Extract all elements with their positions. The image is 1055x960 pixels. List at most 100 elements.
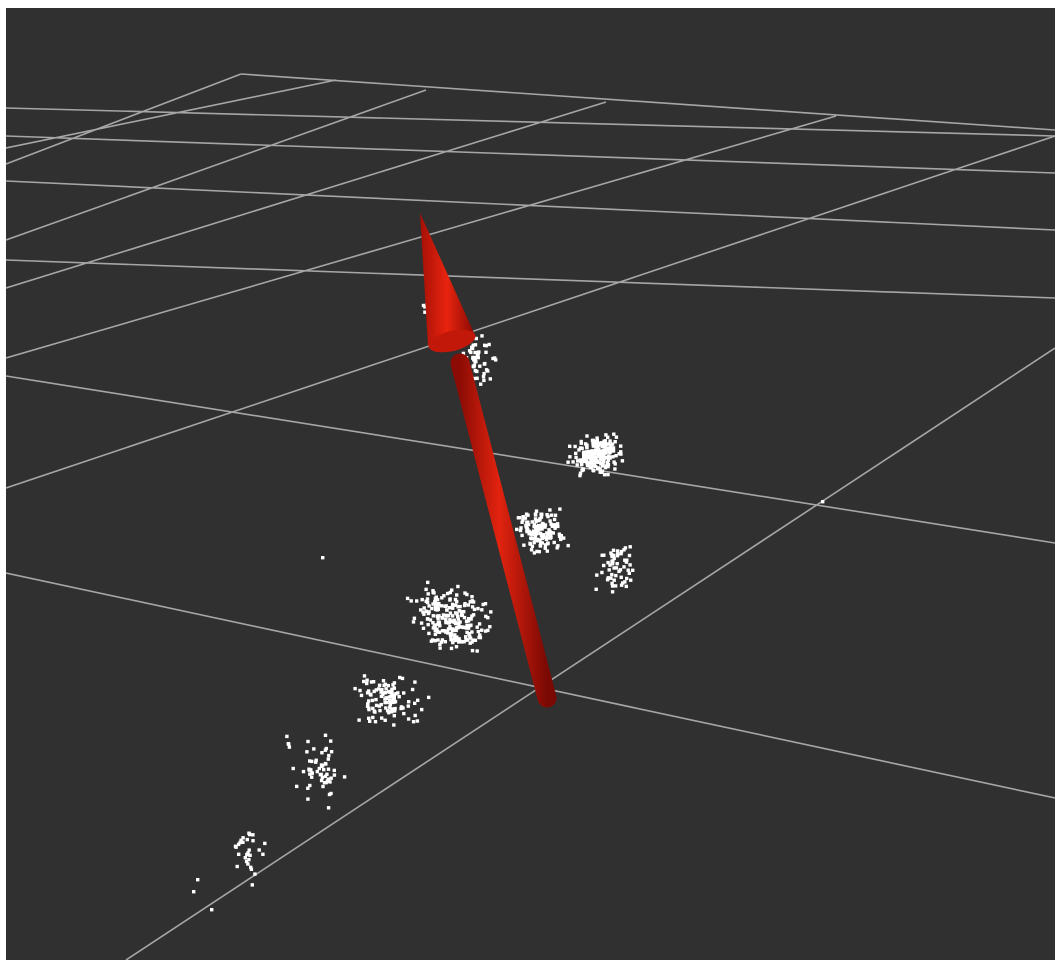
cloud-point: [196, 878, 200, 882]
cloud-point: [598, 454, 602, 459]
cloud-point: [442, 594, 446, 598]
cloud-point: [605, 460, 609, 465]
cloud-point: [537, 527, 541, 531]
cloud-point: [622, 565, 626, 569]
cloud-point: [534, 509, 539, 513]
cloud-point: [609, 443, 613, 448]
cloud-point: [590, 438, 595, 443]
cloud-point: [473, 343, 478, 347]
cloud-point: [476, 629, 480, 634]
cloud-point: [470, 346, 475, 351]
cloud-point: [453, 621, 458, 626]
cloud-point: [314, 758, 318, 762]
pose-arrow[interactable]: [420, 213, 557, 708]
cloud-point: [455, 638, 459, 642]
cloud-point: [533, 517, 538, 521]
cloud-point: [599, 453, 603, 457]
cloud-point: [474, 336, 478, 341]
cloud-point: [619, 549, 624, 554]
cloud-point: [238, 840, 242, 845]
cloud-point: [539, 512, 543, 516]
cloud-point: [455, 625, 460, 630]
cloud-point: [367, 699, 371, 703]
cloud-point: [234, 845, 238, 849]
cloud-point: [610, 584, 615, 588]
cloud-point: [595, 436, 599, 440]
cloud-point: [532, 551, 537, 555]
cloud-point: [596, 451, 600, 455]
cloud-point: [287, 742, 291, 746]
cloud-point: [306, 739, 310, 744]
3d-viewport[interactable]: [6, 8, 1055, 960]
cloud-point: [459, 625, 463, 629]
cloud-point: [604, 456, 608, 460]
cloud-point: [253, 872, 257, 876]
cloud-point: [436, 604, 440, 609]
cloud-point: [447, 620, 452, 625]
cloud-point: [323, 761, 328, 766]
cloud-point: [623, 558, 627, 562]
cloud-point: [388, 698, 392, 703]
cloud-point: [424, 599, 428, 603]
cloud-point: [441, 613, 446, 617]
cloud-point: [476, 355, 480, 360]
cloud-point: [451, 627, 455, 631]
cloud-point: [585, 446, 589, 450]
cloud-point: [448, 625, 452, 629]
cloud-point: [548, 531, 553, 536]
cloud-point: [465, 630, 469, 635]
cloud-point: [486, 628, 490, 633]
cloud-point: [533, 513, 538, 517]
cloud-point: [606, 464, 610, 469]
cloud-point: [488, 625, 492, 629]
cloud-point: [411, 720, 416, 724]
cloud-point: [612, 556, 616, 561]
cloud-point: [548, 508, 552, 512]
cloud-point: [466, 638, 470, 642]
cloud-point: [470, 599, 474, 603]
cloud-point: [448, 597, 452, 601]
cloud-point: [518, 528, 523, 533]
cloud-point: [306, 797, 310, 801]
cloud-point: [387, 711, 391, 715]
cloud-point: [440, 638, 445, 642]
cloud-point: [543, 523, 548, 527]
cloud-point: [543, 525, 547, 529]
cloud-point: [437, 620, 442, 625]
grid-line: [6, 135, 1055, 489]
cloud-point: [379, 690, 383, 694]
cloud-point: [481, 375, 486, 379]
cloud-point: [555, 546, 559, 550]
cloud-point: [476, 606, 480, 611]
cloud-point: [321, 784, 325, 789]
cloud-point: [607, 449, 612, 453]
cloud-point: [595, 443, 599, 447]
grid-line: [6, 73, 242, 165]
cloud-point: [547, 528, 551, 532]
cloud-point: [391, 683, 395, 687]
cloud-point: [368, 692, 373, 696]
cloud-point: [453, 633, 457, 637]
cloud-point: [623, 546, 628, 550]
cloud-point: [475, 350, 480, 355]
cloud-point: [475, 369, 479, 374]
cloud-point: [315, 769, 319, 774]
cloud-point: [457, 637, 461, 642]
cloud-point: [606, 446, 610, 450]
cloud-point: [419, 621, 424, 625]
cloud-point: [474, 356, 478, 360]
cloud-point: [465, 623, 469, 627]
cloud-point: [611, 548, 616, 552]
cloud-point: [446, 614, 451, 618]
cloud-point: [468, 634, 472, 638]
cloud-point: [568, 455, 572, 459]
3d-scene[interactable]: [6, 8, 1055, 960]
cloud-point: [477, 622, 482, 626]
cloud-point: [522, 543, 526, 547]
grid-line: [125, 347, 1055, 960]
cloud-point: [600, 464, 605, 468]
cloud-point: [601, 448, 606, 453]
cloud-point: [413, 701, 417, 705]
cloud-point: [603, 448, 608, 452]
cloud-point: [454, 645, 459, 649]
